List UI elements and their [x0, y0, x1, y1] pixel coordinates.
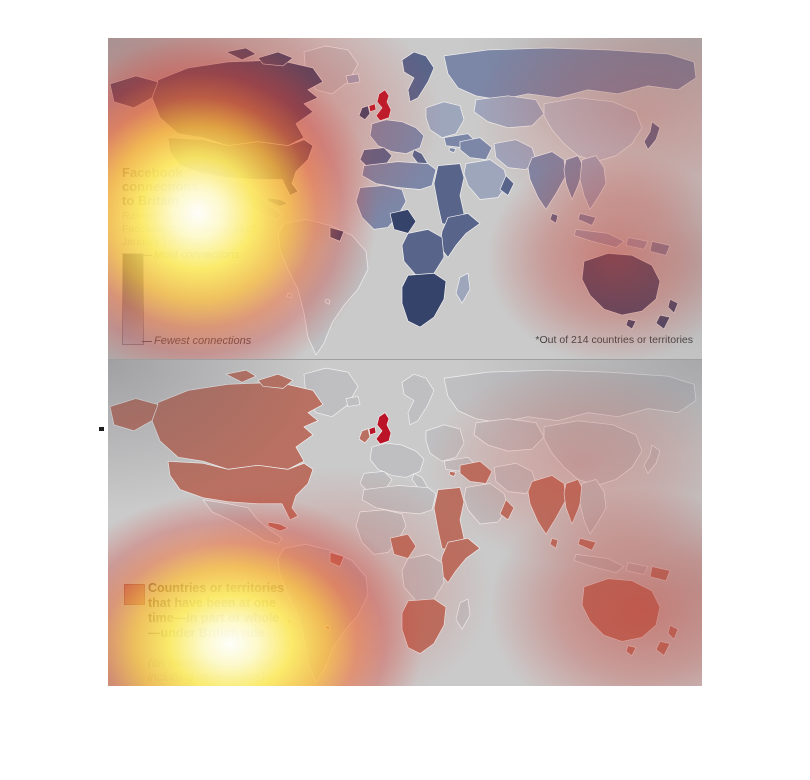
region-canada	[151, 59, 324, 147]
region-india	[527, 475, 567, 535]
empire-legend-text: Countries or territories that have been …	[148, 581, 285, 640]
region-australia	[581, 578, 661, 642]
region-alaska	[109, 398, 159, 432]
region-australia	[581, 252, 661, 316]
british-empire-map-panel: Countries or territories that have been …	[108, 360, 702, 686]
region-ireland	[358, 105, 371, 121]
region-europe-east	[425, 101, 465, 139]
region-atlantic-dot1	[286, 292, 293, 299]
region-new-zealand-n	[667, 624, 679, 640]
region-arabia	[463, 159, 509, 200]
region-india	[527, 151, 567, 210]
region-cyprus	[448, 147, 457, 153]
region-png	[649, 241, 671, 256]
region-central-africa	[401, 229, 445, 276]
region-png	[649, 566, 671, 582]
region-uk	[375, 412, 392, 445]
region-uk	[375, 89, 392, 122]
region-madagascar	[455, 272, 471, 304]
empire-legend-note: (on modern borders, not including minor …	[148, 658, 272, 684]
region-indonesia	[573, 554, 649, 575]
region-indonesia	[573, 229, 649, 250]
region-new-zealand-s	[655, 641, 671, 656]
region-nigeria-ghana	[389, 533, 417, 559]
legend-label-fewest: Fewest connections	[154, 335, 252, 347]
region-russia	[443, 369, 697, 424]
region-indochina	[579, 479, 607, 535]
region-southern-africa	[401, 598, 447, 654]
region-japan	[643, 444, 661, 474]
edge-artifact-mark	[99, 427, 104, 431]
legend-tick-bottom	[142, 341, 152, 342]
region-sri-lanka	[549, 213, 559, 224]
region-nigeria-ghana	[389, 209, 417, 234]
region-iceland	[345, 396, 361, 407]
legend-tick-top	[142, 255, 152, 256]
region-south-america	[277, 219, 369, 356]
region-uk-ni	[368, 426, 377, 436]
map-title: Facebook connections to Britain	[122, 165, 199, 208]
map-footnote: *Out of 214 countries or territories	[535, 334, 693, 346]
region-ireland	[358, 428, 371, 444]
region-malaysia	[577, 537, 597, 551]
region-scandinavia	[401, 51, 435, 103]
region-arabia	[463, 483, 509, 525]
region-new-zealand-s	[655, 314, 671, 330]
region-china	[543, 420, 643, 486]
legend-gradient-bar	[122, 253, 144, 345]
region-canada	[151, 381, 324, 470]
region-russia	[443, 47, 697, 101]
region-madagascar	[455, 598, 471, 630]
map-subtitle: Ranked* by total foreign Facebook connec…	[122, 210, 256, 248]
region-mexico-ca	[202, 499, 283, 545]
region-tasmania	[625, 645, 637, 656]
region-malaysia	[577, 213, 597, 226]
region-japan	[643, 121, 661, 151]
region-caribbean	[267, 521, 289, 532]
region-levant-iraq	[459, 137, 493, 160]
legend-color-swatch	[124, 584, 145, 605]
region-iceland	[345, 73, 361, 85]
region-central-africa	[401, 554, 445, 602]
region-canada-islands	[257, 373, 294, 389]
region-europe-east	[425, 424, 465, 462]
region-indochina	[579, 155, 607, 210]
region-caribbean	[267, 197, 289, 207]
region-levant-iraq	[459, 460, 493, 484]
region-alaska	[109, 75, 159, 109]
legend-label-most: Most connections	[154, 249, 240, 261]
region-china	[543, 97, 643, 162]
region-canada-islands2	[225, 369, 257, 383]
region-scandinavia	[401, 373, 435, 426]
region-uk-ni	[368, 103, 377, 113]
region-north-africa	[361, 161, 437, 190]
region-southern-africa	[401, 272, 447, 328]
region-tasmania	[625, 318, 637, 330]
region-canada-islands2	[225, 47, 257, 61]
region-sri-lanka	[549, 537, 559, 549]
region-central-asia	[473, 95, 545, 129]
region-cyprus	[448, 471, 457, 477]
region-central-asia	[473, 418, 545, 452]
region-new-zealand-n	[667, 298, 679, 314]
region-north-africa	[361, 485, 437, 515]
facebook-connections-map-panel: Facebook connections to Britain Ranked* …	[108, 38, 702, 360]
region-europe-west	[369, 442, 425, 478]
